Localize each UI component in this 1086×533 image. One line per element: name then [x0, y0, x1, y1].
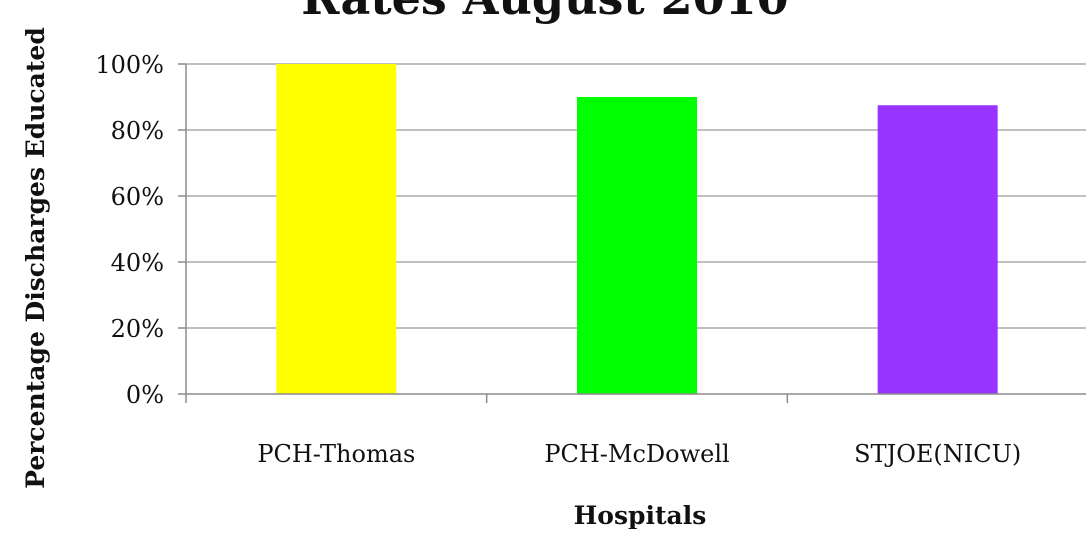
bar: [577, 97, 697, 394]
y-tick-label: 0%: [126, 381, 164, 409]
bar: [276, 64, 397, 394]
y-tick-label: 20%: [111, 315, 164, 343]
x-tick-label: PCH-Thomas: [257, 440, 415, 468]
y-tick-label: 60%: [111, 183, 164, 211]
axes: [185, 64, 1086, 403]
x-tick-label: STJOE(NICU): [854, 440, 1021, 468]
x-axis-title: Hospitals: [574, 501, 707, 529]
y-axis-title: Percentage Discharges Educated: [21, 27, 50, 489]
x-tick-labels: PCH-Thomas PCH-McDowell STJOE(NICU): [257, 440, 1021, 468]
bars: [276, 64, 998, 394]
y-tick-labels: 0% 20% 40% 60% 80% 100%: [95, 51, 164, 409]
y-tick-label: 40%: [111, 249, 164, 277]
y-tick-label: 100%: [95, 51, 164, 79]
bar: [877, 105, 998, 394]
x-tick-label: PCH-McDowell: [544, 440, 729, 468]
chart-title: Rates August 2010: [301, 0, 788, 25]
y-tick-label: 80%: [111, 117, 164, 145]
